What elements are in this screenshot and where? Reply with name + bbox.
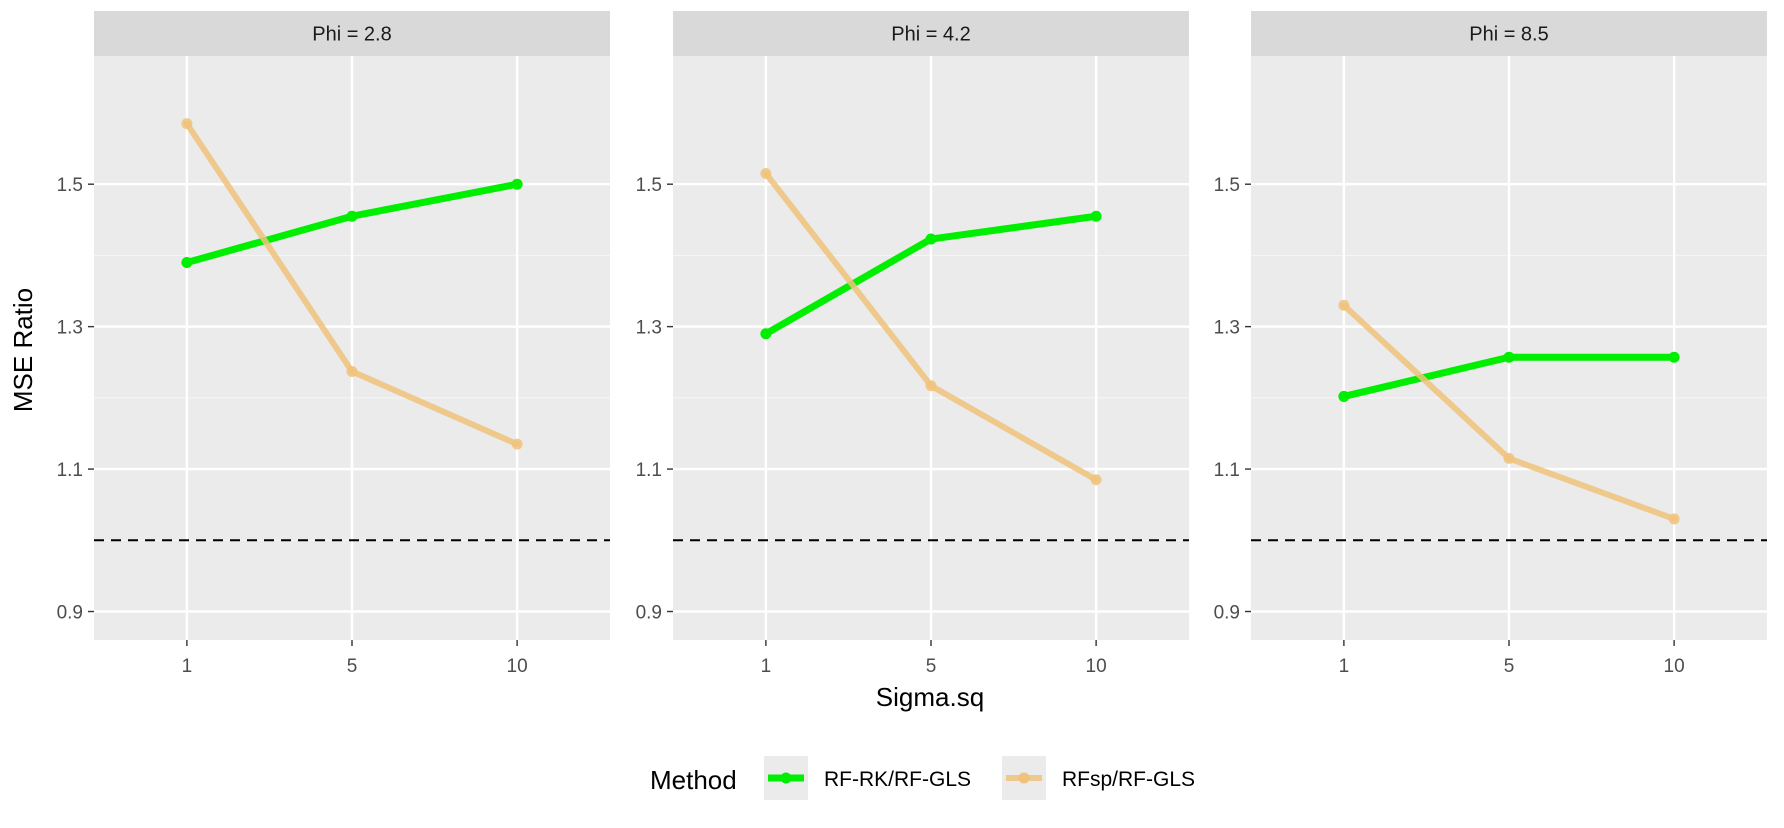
data-point (346, 210, 358, 222)
y-tick-label: 1.3 (1214, 318, 1240, 339)
data-point (181, 118, 193, 130)
y-tick-label: 1.1 (1214, 460, 1240, 481)
y-tick-label: 1.3 (57, 318, 83, 339)
x-tick-label: 1 (761, 656, 772, 677)
x-tick-label: 10 (507, 656, 528, 677)
y-tick-label: 0.9 (636, 603, 662, 624)
y-axis-title: MSE Ratio (8, 288, 38, 412)
legend-label: RFsp/RF-GLS (1062, 768, 1195, 791)
x-tick-label: 1 (182, 656, 193, 677)
legend-item: RFsp/RF-GLS (1002, 756, 1195, 800)
data-point (511, 178, 523, 190)
panel-2: Phi = 4.2 0.9 1.1 1.3 1.5 1 5 10 (636, 11, 1189, 677)
facet-strip (94, 11, 610, 56)
facet-label: Phi = 8.5 (1469, 24, 1549, 46)
y-tick-label: 1.1 (636, 460, 662, 481)
facet-label: Phi = 4.2 (891, 24, 971, 46)
panels: Phi = 2.8 0.9 1.1 1.3 1.5 1 5 10 Phi = 4.2 0.9 1.1… (57, 11, 1767, 677)
x-tick-label: 5 (1504, 656, 1515, 677)
data-point (346, 366, 358, 378)
data-point (1090, 474, 1102, 486)
data-point (181, 257, 193, 269)
facet-strip (673, 11, 1189, 56)
data-point (1338, 299, 1350, 311)
legend-items: RF-RK/RF-GLS RFsp/RF-GLS (764, 756, 1195, 800)
legend-key-point (780, 772, 792, 784)
y-tick-label: 1.5 (636, 175, 662, 196)
data-point (925, 233, 937, 245)
data-point (1338, 390, 1350, 402)
y-tick-label: 0.9 (57, 603, 83, 624)
data-point (1503, 351, 1515, 363)
data-point (511, 438, 523, 450)
y-tick-label: 1.5 (1214, 175, 1240, 196)
data-point (925, 380, 937, 392)
panel-1: Phi = 2.8 0.9 1.1 1.3 1.5 1 5 10 (57, 11, 610, 677)
legend-item: RF-RK/RF-GLS (764, 756, 971, 800)
x-tick-label: 10 (1086, 656, 1107, 677)
y-tick-label: 0.9 (1214, 603, 1240, 624)
legend-label: RF-RK/RF-GLS (824, 768, 971, 791)
x-tick-label: 5 (347, 656, 358, 677)
panel-3: Phi = 8.5 0.9 1.1 1.3 1.5 1 5 10 (1214, 11, 1767, 677)
x-axis-title: Sigma.sq (876, 682, 984, 712)
data-point (760, 328, 772, 340)
facet-label: Phi = 2.8 (312, 24, 392, 46)
legend-title: Method (650, 765, 737, 795)
data-point (1668, 351, 1680, 363)
y-tick-label: 1.3 (636, 318, 662, 339)
x-tick-label: 5 (926, 656, 937, 677)
data-point (1668, 513, 1680, 525)
facet-strip (1251, 11, 1767, 56)
x-tick-label: 1 (1339, 656, 1350, 677)
data-point (1503, 452, 1515, 464)
data-point (760, 168, 772, 180)
legend-key-point (1018, 772, 1030, 784)
y-tick-label: 1.1 (57, 460, 83, 481)
legend: Method RF-RK/RF-GLS RFsp/RF-GLS (650, 756, 1195, 800)
x-tick-label: 10 (1664, 656, 1685, 677)
y-tick-label: 1.5 (57, 175, 83, 196)
data-point (1090, 210, 1102, 222)
